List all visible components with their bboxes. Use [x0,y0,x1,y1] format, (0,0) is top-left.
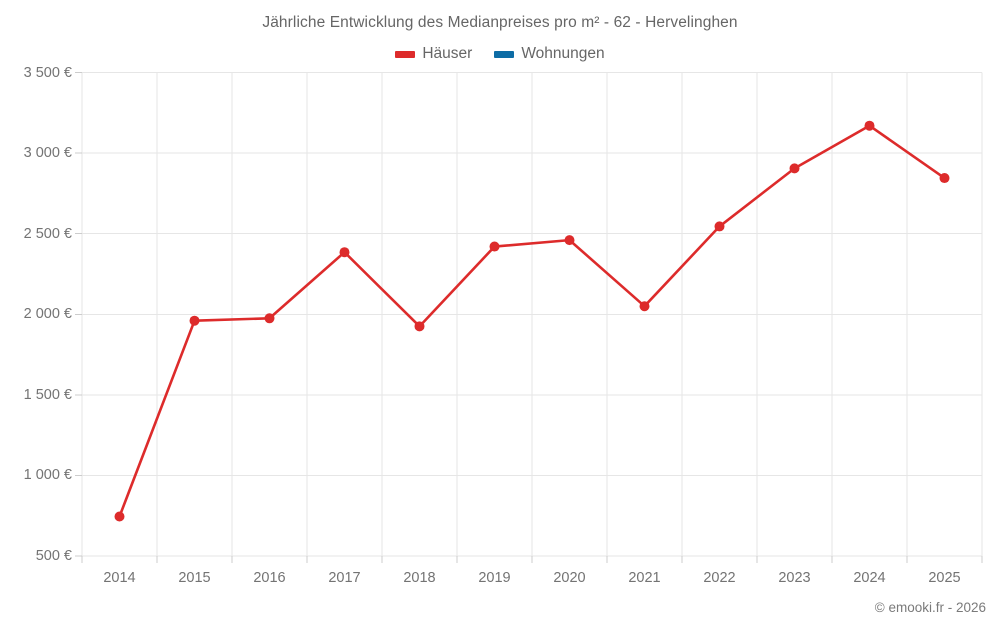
x-axis-tick-label: 2025 [928,570,961,586]
data-point-marker[interactable] [414,321,425,332]
y-axis-tick-label: 1 000 € [23,467,72,484]
data-point-marker[interactable] [189,315,200,326]
data-point-marker[interactable] [639,301,650,312]
legend-label-wohnungen: Wohnungen [521,45,605,62]
x-axis-tick-label: 2024 [853,570,886,586]
y-axis-ticks: 500 € 1 000 € 1 500 € 2 000 € 2 500 € 3 000 €… [0,0,72,625]
series-line-häuser [118,124,946,518]
data-point-marker[interactable] [939,173,950,184]
y-axis-tick-label: 2 000 € [23,306,72,323]
x-axis-tick-label: 2020 [553,570,586,586]
x-axis-tick-label: 2023 [778,570,811,586]
y-axis-tick-label: 2 500 € [23,225,72,242]
x-axis-tick-label: 2014 [103,570,136,586]
x-axis-tick-label: 2021 [628,570,661,586]
y-axis-tick-label: 500 € [35,548,72,564]
legend-label-haeuser: Häuser [422,45,473,62]
data-point-marker[interactable] [564,235,575,246]
data-point-marker[interactable] [264,313,275,324]
data-point-marker[interactable] [864,120,875,131]
data-point-marker[interactable] [114,511,125,522]
gridlines [75,72,983,563]
credits-label: © emooki.fr - 2026 [874,600,986,615]
chart-title: Jährliche Entwicklung des Medianpreises … [262,14,738,31]
data-point-marker[interactable] [339,247,350,258]
x-axis-tick-label: 2017 [328,570,361,586]
y-axis-tick-label: 3 000 € [23,145,72,162]
data-point-marker[interactable] [489,241,500,252]
x-axis-tick-label: 2016 [253,570,286,586]
data-point-marker[interactable] [789,163,800,174]
y-axis-tick-label: 3 500 € [23,64,72,81]
y-axis-tick-label: 1 500 € [23,386,72,403]
x-axis-tick-label: 2018 [403,570,436,586]
x-axis-tick-label: 2022 [703,570,736,586]
x-axis-tick-label: 2019 [478,570,511,586]
series-layer [114,120,950,522]
legend-swatch-haeuser-icon [395,50,416,58]
data-point-marker[interactable] [714,221,725,232]
chart-legend: Häuser Wohnungen [0,45,1000,63]
legend-swatch-wohnungen-icon [494,50,515,58]
x-axis-tick-label: 2015 [178,570,211,586]
legend-item-wohnungen[interactable]: Wohnungen [494,45,605,63]
legend-item-haeuser[interactable]: Häuser [395,45,472,63]
